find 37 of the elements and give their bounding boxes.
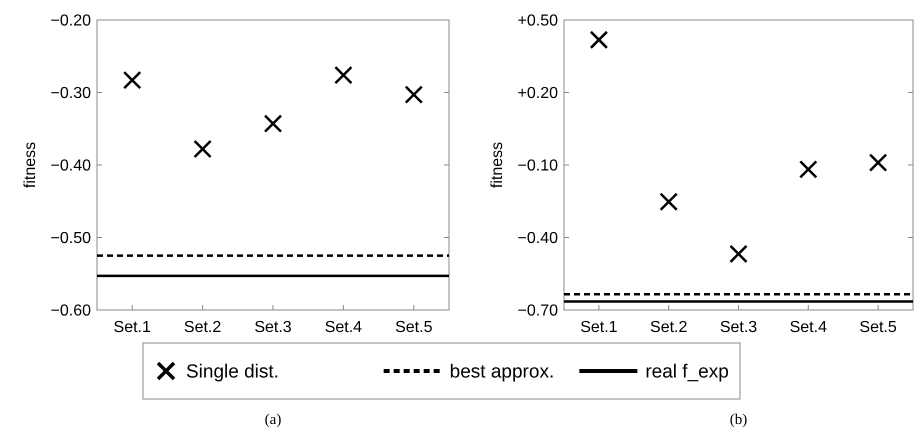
legend-label: Single dist. bbox=[186, 362, 279, 383]
point bbox=[334, 66, 353, 84]
y-tick-label: −0.40 bbox=[518, 230, 558, 248]
point bbox=[659, 192, 678, 211]
x-tick-label: Set.3 bbox=[254, 319, 292, 336]
y-axis-title: fitness bbox=[489, 142, 506, 188]
x-tick-label: Set.2 bbox=[184, 319, 222, 336]
x-tick-label: Set.1 bbox=[580, 319, 618, 336]
y-tick-label: −0.70 bbox=[518, 302, 558, 320]
point bbox=[264, 114, 282, 133]
x-tick-label: Set.5 bbox=[395, 319, 433, 336]
point bbox=[122, 70, 142, 90]
y-tick-label: −0.40 bbox=[50, 158, 92, 175]
y-tick-label: +0.20 bbox=[518, 85, 558, 102]
text: (a) bbox=[264, 412, 282, 428]
point bbox=[729, 244, 748, 264]
x-tick-label: Set.5 bbox=[859, 319, 897, 336]
y-tick-label: −0.20 bbox=[50, 12, 92, 30]
point bbox=[193, 140, 212, 158]
point bbox=[404, 85, 424, 104]
y-tick-label: −0.10 bbox=[518, 158, 558, 175]
x-tick-label: Set.2 bbox=[650, 319, 688, 336]
point bbox=[868, 153, 888, 172]
legend-label: best approx. bbox=[450, 362, 554, 383]
text: (b) bbox=[730, 412, 748, 428]
x-tick-label: Set.4 bbox=[324, 319, 362, 336]
y-axis-title: fitness bbox=[22, 142, 39, 188]
point bbox=[799, 160, 818, 179]
point bbox=[590, 30, 608, 50]
y-tick-label: −0.60 bbox=[50, 302, 92, 320]
x-tick-label: Set.4 bbox=[790, 319, 828, 336]
x-tick-label: Set.3 bbox=[720, 319, 758, 336]
y-tick-label: +0.50 bbox=[518, 12, 558, 30]
y-tick-label: −0.30 bbox=[50, 85, 92, 102]
legend-label: real f_exp bbox=[645, 362, 729, 383]
x-tick-label: Set.1 bbox=[114, 319, 151, 336]
y-tick-label: −0.50 bbox=[50, 230, 92, 248]
